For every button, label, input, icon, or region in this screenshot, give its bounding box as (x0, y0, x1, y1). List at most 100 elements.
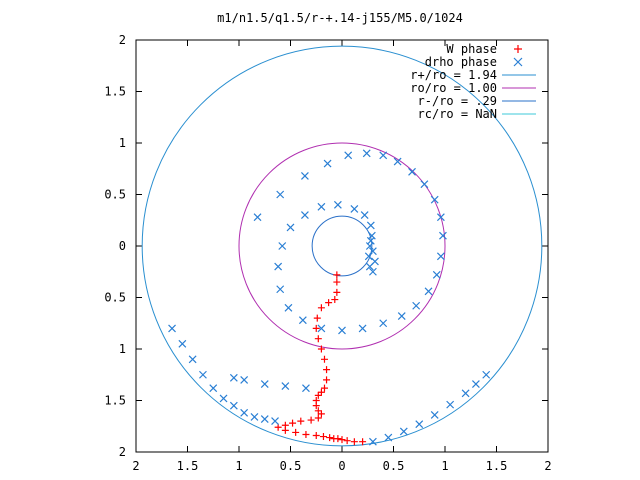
w-phase-point (333, 271, 341, 279)
drho-phase-point (368, 437, 377, 446)
reference-circle (311, 215, 373, 277)
drho-phase-point (379, 151, 388, 160)
w-phase-point (302, 430, 310, 438)
w-phase-point (350, 438, 358, 446)
drho-phase-point (188, 355, 197, 364)
w-phase-point (317, 304, 325, 312)
x-tick-label: 2 (544, 459, 551, 473)
w-phase-point (343, 437, 351, 445)
drho-phase-point (209, 384, 218, 393)
legend-marker-w-phase (514, 45, 522, 53)
y-tick-label: 1.5 (104, 85, 126, 99)
drho-phase-point (253, 213, 262, 222)
drho-phase-point (424, 287, 433, 296)
chart-title: m1/n1.5/q1.5/r-+.14-j155/M5.0/1024 (217, 11, 463, 25)
drho-phase-point (350, 204, 359, 213)
drho-phase-point (365, 262, 374, 271)
w-phase-point (317, 345, 325, 353)
drho-phase-point (362, 149, 371, 158)
drho-phase-point (358, 324, 367, 333)
drho-phase-point (439, 231, 447, 240)
drho-phase-point (367, 231, 376, 240)
drho-phase-point (298, 316, 307, 325)
drho-phase-point (281, 382, 290, 391)
y-tick-label: 0 (119, 239, 126, 253)
drho-phase-point (240, 408, 249, 417)
w-phase-point (323, 376, 331, 384)
drho-phase-point (432, 270, 441, 279)
w-phase-point (314, 335, 322, 343)
drho-phase-point (366, 221, 375, 230)
x-tick-label: 0.5 (383, 459, 405, 473)
w-phase-point (359, 438, 367, 446)
w-phase-point (319, 433, 327, 441)
drho-phase-point (300, 172, 309, 180)
w-phase-point (320, 384, 328, 392)
drho-phase-point (360, 211, 369, 220)
drho-phase-point (384, 433, 393, 442)
drho-phase-point (436, 252, 445, 261)
legend-label: ro/ro = 1.00 (410, 81, 497, 95)
drho-phase-point (278, 242, 287, 250)
drho-phase-point (368, 247, 377, 256)
drho-phase-point (168, 324, 176, 333)
drho-phase-point (250, 413, 259, 421)
w-phase-point (331, 296, 339, 304)
w-phase-point (325, 299, 333, 307)
reference-circle (238, 142, 446, 350)
x-tick-label: 0 (338, 459, 345, 473)
legend-label: W phase (446, 42, 497, 56)
y-tick-label: 2 (119, 445, 126, 459)
w-phase-point (334, 435, 342, 443)
w-phase-point (307, 416, 315, 424)
w-phase-point (317, 388, 325, 396)
w-phase-point (312, 402, 320, 410)
x-tick-label: 1 (441, 459, 448, 473)
drho-phase-point (471, 380, 480, 388)
drho-phase-point (271, 417, 279, 426)
w-phase-point (333, 288, 341, 296)
x-tick-label: 0.5 (280, 459, 302, 473)
axis-ticks: 2 1.5 1 0.5 0 0.5 1 1.5 221.510.500.511.52 (104, 33, 551, 473)
legend-label: rc/ro = NaN (418, 107, 497, 121)
drho-phase-point (408, 167, 416, 176)
drho-phase-point (461, 389, 470, 398)
drho-phase-point (240, 375, 249, 384)
drho-phase-point (436, 213, 445, 222)
drho-phase-point (338, 326, 346, 335)
drho-phase-point (482, 370, 491, 379)
w-phase-point (312, 324, 320, 332)
legend-label: r+/ro = 1.94 (410, 68, 497, 82)
drho-phase-point (430, 195, 439, 204)
w-phase-point (297, 417, 305, 425)
drho-phase-point (219, 394, 228, 403)
drho-phase-point (199, 370, 207, 379)
y-tick-label: 1 (119, 136, 126, 150)
drho-phase-point (412, 301, 421, 310)
drho-phase-point (323, 159, 332, 168)
drho-phase-point (276, 285, 285, 294)
w-phase-point (292, 428, 300, 436)
x-tick-label: 2 (132, 459, 139, 473)
drho-phase-point (393, 157, 402, 166)
x-tick-label: 1.5 (177, 459, 199, 473)
drho-phase-point (368, 267, 377, 276)
drho-phase-point (229, 373, 238, 382)
drho-phase-point (286, 223, 295, 232)
drho-phase-point (365, 242, 374, 250)
y-tick-label: 1.5 (104, 394, 126, 408)
drho-phase-point (274, 262, 283, 271)
legend-label: r-/ro = .29 (418, 94, 497, 108)
y-tick-label: 2 (119, 33, 126, 47)
w-phase-point (312, 432, 320, 440)
w-phase-point (338, 436, 346, 444)
drho-phase-point (397, 312, 406, 320)
w-phase-point (326, 434, 334, 442)
drho-phase-point (415, 420, 424, 429)
data-series (168, 149, 491, 446)
w-phase-point (320, 355, 328, 363)
drho-phase-point (260, 380, 269, 388)
w-phase-point (317, 410, 325, 418)
w-phase-point (333, 278, 341, 286)
